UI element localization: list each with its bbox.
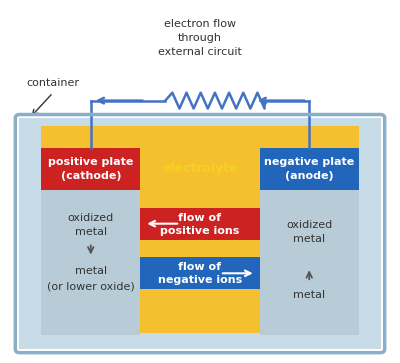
Text: metal: metal [293,290,325,300]
Text: negative ions: negative ions [158,275,242,285]
Text: oxidized: oxidized [68,213,114,223]
Text: metal: metal [75,227,107,237]
Text: positive plate: positive plate [48,157,134,167]
Bar [27,126,373,341]
Bar [41,257,359,289]
Text: metal: metal [293,233,325,244]
Text: flow of: flow of [178,262,222,272]
Text: (cathode): (cathode) [60,171,121,181]
Text: flow of: flow of [178,213,222,223]
Text: metal: metal [75,266,107,276]
Bar [359,118,381,349]
Text: (or lower oxide): (or lower oxide) [47,281,135,291]
Bar [19,333,381,349]
Bar [260,148,359,335]
Bar [41,208,359,240]
Text: electrolyte: electrolyte [162,162,238,175]
Bar [19,118,41,349]
Text: oxidized: oxidized [286,220,332,230]
Bar [41,148,140,190]
Bar [19,118,381,349]
Text: positive ions: positive ions [160,226,240,236]
Bar [260,148,359,190]
Bar [41,148,140,335]
Text: negative plate: negative plate [264,157,354,167]
Text: container: container [26,78,80,88]
Text: (anode): (anode) [285,171,334,181]
Text: electron flow
through
external circuit: electron flow through external circuit [158,19,242,57]
